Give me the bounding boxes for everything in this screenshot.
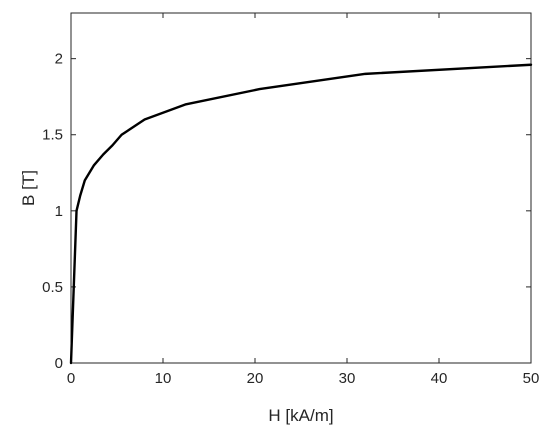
y-axis-title: B [T] — [19, 170, 38, 206]
x-tick-label: 30 — [339, 370, 356, 387]
x-tick-label: 50 — [523, 370, 540, 387]
y-tick-label: 0 — [55, 355, 63, 372]
series-line-bh-curve — [69, 63, 533, 365]
x-tick-label: 40 — [431, 370, 448, 387]
x-tick-label: 20 — [247, 370, 264, 387]
y-tick-label: 2 — [55, 51, 63, 68]
x-tick-label: 0 — [67, 370, 75, 387]
x-axis: 0 10 20 30 40 50 — [67, 13, 540, 387]
y-tick-label: 0.5 — [42, 279, 63, 296]
y-tick-label: 1 — [55, 203, 63, 220]
y-axis: 0 0.5 1 1.5 2 — [42, 51, 531, 372]
x-tick-label: 10 — [155, 370, 172, 387]
series-layer — [69, 63, 533, 365]
plot-frame — [70, 12, 532, 364]
y-tick-label: 1.5 — [42, 127, 63, 144]
plot-area — [70, 12, 532, 364]
x-axis-title: H [kA/m] — [268, 406, 333, 425]
